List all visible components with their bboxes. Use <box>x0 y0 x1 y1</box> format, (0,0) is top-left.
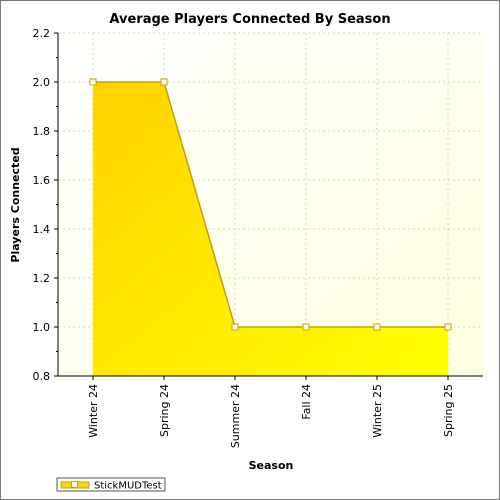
legend: StickMUDTest <box>56 477 166 492</box>
y-tick-label: 1.2 <box>33 272 51 285</box>
series-line <box>93 81 448 328</box>
y-tick-label: 1.6 <box>33 174 51 187</box>
data-point <box>373 323 381 331</box>
data-point <box>160 78 168 86</box>
data-point <box>444 323 452 331</box>
y-axis-label: Players Connected <box>9 147 22 262</box>
chart-title: Average Players Connected By Season <box>109 12 390 27</box>
x-tick-label: Winter 25 <box>371 384 384 438</box>
data-point <box>89 78 97 86</box>
y-tick-label: 1.0 <box>33 321 51 334</box>
x-axis-label: Season <box>249 459 294 472</box>
area-fill <box>93 82 448 376</box>
x-tick-label: Winter 24 <box>87 384 100 438</box>
data-point <box>302 323 310 331</box>
x-tick-label: Summer 24 <box>229 384 242 448</box>
x-tick-label: Fall 24 <box>300 384 313 420</box>
data-point <box>231 323 239 331</box>
y-tick-label: 2.2 <box>33 27 51 40</box>
y-tick-label: 1.4 <box>33 223 51 236</box>
x-tick-label: Spring 24 <box>158 384 171 437</box>
y-tick-label: 2.0 <box>33 76 51 89</box>
y-tick-label: 1.8 <box>33 125 51 138</box>
legend-marker <box>71 481 78 488</box>
y-axis: 0.8 1.0 1.2 1.4 1.6 1.8 2.0 2.2 <box>33 27 59 383</box>
x-axis: Winter 24 Spring 24 Summer 24 Fall 24 Winter… <box>58 375 483 448</box>
y-tick-label: 0.8 <box>33 370 51 383</box>
x-tick-label: Spring 25 <box>442 384 455 437</box>
legend-label: StickMUDTest <box>94 481 162 492</box>
area-series <box>89 78 452 376</box>
